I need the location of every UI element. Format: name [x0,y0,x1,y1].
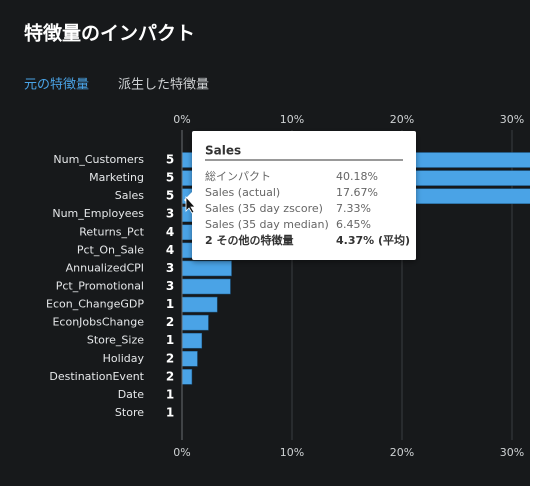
bar [182,260,232,277]
y-tick-label: Econ_ChangeGDP [46,298,144,311]
tooltip-label: Sales (actual) [205,186,280,199]
feature-count: 4 [166,243,174,257]
tab-active[interactable]: 元の特徴量 [24,78,89,93]
tooltip-label: Sales (35 day median) [205,218,329,231]
y-tick-label: EconJobsChange [52,316,144,329]
y-tick-label: Num_Employees [52,207,144,220]
tooltip-label: 総インパクト [205,169,271,183]
bar [182,314,209,331]
bar [182,278,231,295]
y-tick-label: Holiday [103,352,145,365]
y-tick-label: Marketing [89,171,144,184]
tooltip-label: 2 その他の特徴量 [205,233,293,247]
y-tick-label: Store [115,406,144,419]
tooltip-box [192,131,416,260]
x-tick-label-top: 30% [500,113,524,126]
tooltip-label: Sales (35 day zscore) [205,202,323,215]
feature-count: 5 [166,153,174,167]
y-tick-label: Store_Size [87,334,144,347]
feature-count: 1 [166,405,174,419]
tab[interactable]: 派生した特徴量 [118,78,209,93]
bar [182,296,218,313]
tooltip-value: 7.33% [336,202,371,215]
feature-count: 5 [166,171,174,185]
y-tick-label: DestinationEvent [49,370,144,383]
x-tick-label-top: 20% [390,113,414,126]
bar [182,351,198,367]
feature-count: 1 [166,333,174,347]
feature-count: 3 [166,207,174,221]
feature-count: 2 [166,369,174,383]
tooltip-value: 40.18% [336,170,378,183]
bar [182,369,193,385]
tooltip-value: 17.67% [336,186,378,199]
feature-count: 3 [166,279,174,293]
y-tick-label: Num_Customers [53,153,144,166]
feature-count: 3 [166,261,174,275]
feature-count: 2 [166,351,174,365]
page-title: 特徴量のインパクト [24,22,195,45]
x-tick-label-bottom: 10% [280,446,304,459]
cursor [185,195,196,214]
tooltip-value: 6.45% [336,218,371,231]
y-tick-label: Returns_Pct [79,225,144,238]
y-tick-label: Date [118,388,145,401]
feature-count: 2 [166,315,174,329]
feature-count: 1 [166,387,174,401]
x-tick-label-bottom: 0% [173,446,190,459]
x-tick-label-top: 0% [173,113,190,126]
tooltip-title: Sales [205,144,241,158]
x-tick-label-top: 10% [280,113,304,126]
feature-count: 4 [166,225,174,239]
tooltip-value: 4.37% (平均) [336,233,410,247]
tooltip: Sales 総インパクト 40.18% Sales (actual) 17.67% Sa… [184,131,416,260]
feature-count: 1 [166,297,174,311]
x-tick-label-bottom: 20% [390,446,414,459]
y-tick-label: Pct_On_Sale [77,243,144,256]
y-tick-label: AnnualizedCPI [66,261,144,274]
y-tick-label: Sales [115,189,145,202]
bar [182,332,203,349]
feature-count: 5 [166,189,174,203]
x-tick-label-bottom: 30% [500,446,524,459]
y-tick-label: Pct_Promotional [56,279,144,292]
